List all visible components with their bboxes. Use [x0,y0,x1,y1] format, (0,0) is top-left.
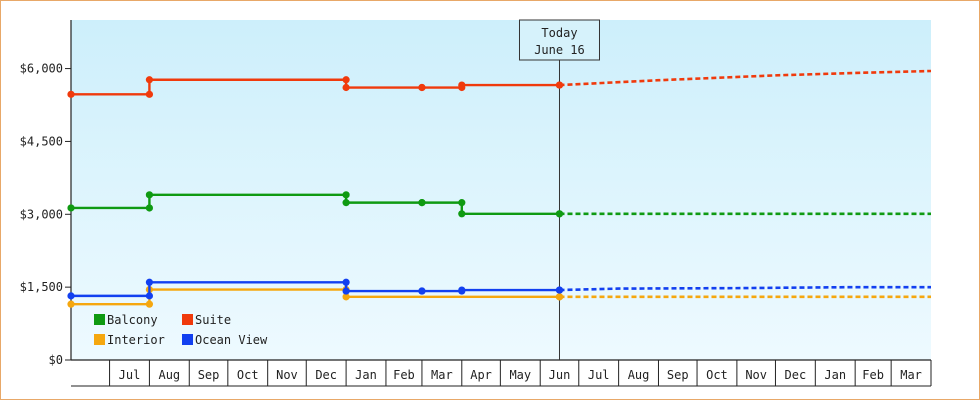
x-tick-label: Aug [158,368,180,382]
data-point [555,210,564,218]
today-box [518,19,600,61]
x-tick-label: Nov [276,368,298,382]
x-tick-label: Jun [549,368,571,382]
data-point [342,199,350,207]
data-point [555,286,564,294]
data-point [418,199,426,207]
legend-swatch-ocean-view [182,334,193,345]
x-tick-label: Sep [667,368,689,382]
x-tick-label: Oct [706,368,728,382]
y-tick-label: $1,500 [20,280,63,294]
legend-label-balcony: Balcony [107,313,158,327]
data-point [67,300,75,308]
today-label: Today [541,26,577,40]
data-point [458,81,466,89]
legend-label-interior: Interior [107,333,165,347]
data-point [342,287,350,295]
y-tick-label: $4,500 [20,134,63,148]
series-ocean-view [67,278,931,300]
x-tick-label: May [509,368,531,382]
legend-swatch-balcony [94,314,105,325]
data-point [342,278,350,286]
today-date: June 16 [534,43,585,57]
data-point [67,292,75,300]
x-tick-label: Dec [785,368,807,382]
data-point [145,90,154,98]
data-point [342,191,350,199]
data-point [67,204,75,212]
data-point [458,286,466,294]
y-tick-label: $6,000 [20,62,63,76]
data-point [145,204,154,212]
data-point [145,278,154,286]
x-tick-label: Jan [824,368,846,382]
data-point [67,90,75,98]
x-tick-label: Sep [198,368,220,382]
series-balcony [67,191,931,218]
x-tick-label: Jan [355,368,377,382]
x-tick-label: Jul [119,368,141,382]
x-tick-label: Jul [588,368,610,382]
data-point [458,210,466,218]
data-point [342,83,350,92]
data-point [145,292,154,300]
x-tick-label: Aug [628,368,650,382]
series-suite [67,69,932,98]
x-tick-label: Feb [862,368,884,382]
data-point [418,83,426,92]
y-tick-label: $3,000 [20,207,63,221]
legend-label-suite: Suite [195,313,231,327]
x-tick-label: Feb [393,368,415,382]
projection-line-ocean-view [559,285,931,292]
x-tick-label: Mar [900,368,922,382]
data-point [555,81,564,89]
plot-area [71,20,931,360]
data-point [342,76,350,84]
data-point [145,300,154,308]
series-line-interior [71,288,560,306]
projection-line-suite [559,69,932,87]
x-tick-label: Oct [237,368,259,382]
legend-swatch-suite [182,314,193,325]
data-point [145,191,154,199]
x-tick-label: Apr [470,368,492,382]
x-tick-label: Mar [431,368,453,382]
data-point [342,293,350,301]
series-interior [67,285,931,308]
legend-label-ocean-view: Ocean View [195,333,268,347]
data-point [418,287,426,295]
x-tick-label: Nov [745,368,767,382]
data-point [458,199,466,207]
x-tick-label: Dec [315,368,337,382]
data-point [555,293,564,301]
data-point [145,76,154,84]
y-tick-label: $0 [49,353,63,367]
legend-swatch-interior [94,334,105,345]
